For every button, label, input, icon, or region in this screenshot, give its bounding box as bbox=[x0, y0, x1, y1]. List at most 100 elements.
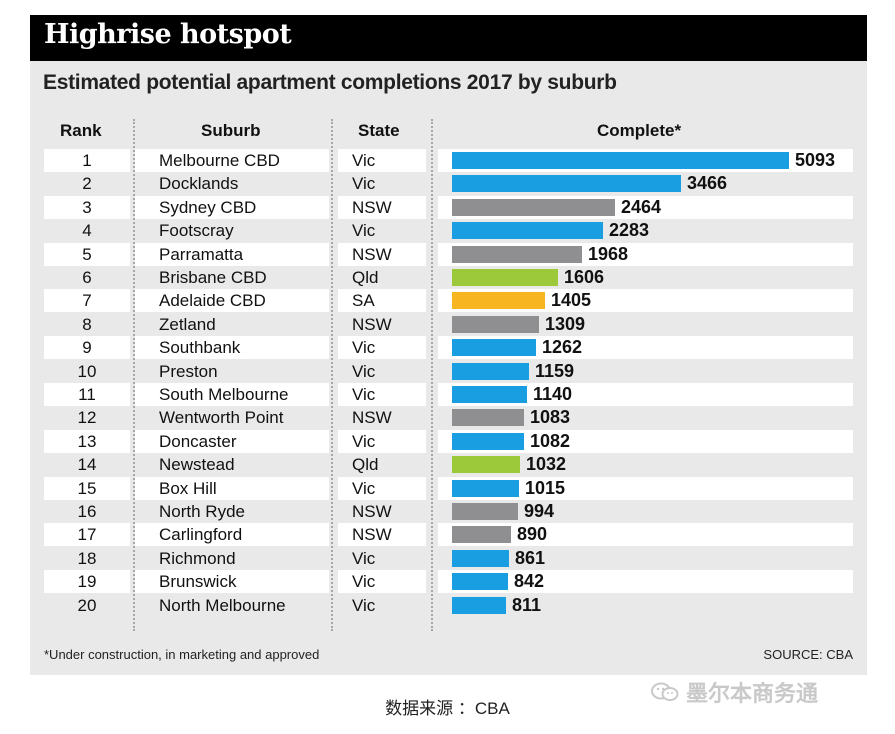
bar-mark bbox=[452, 339, 536, 357]
bar-cell: 3466 bbox=[438, 172, 853, 196]
rank-cell: 11 bbox=[44, 383, 130, 406]
bar-cell: 1405 bbox=[438, 289, 853, 313]
bar-value-label: 861 bbox=[515, 547, 546, 568]
state-cell: Vic bbox=[338, 172, 426, 196]
bar-value-label: 1015 bbox=[525, 477, 566, 498]
table-row: 18 Richmond Vic 861 bbox=[44, 546, 853, 570]
rank-cell: 3 bbox=[44, 195, 130, 219]
bar-mark bbox=[452, 269, 558, 286]
rank-cell: 5 bbox=[44, 242, 130, 266]
suburb-cell: Richmond bbox=[135, 546, 329, 570]
suburb-cell: Southbank bbox=[135, 336, 329, 360]
table-row: 12 Wentworth Point NSW 1083 bbox=[44, 406, 853, 430]
bar-mark bbox=[452, 432, 524, 450]
bar-cell: 1159 bbox=[438, 359, 853, 383]
table-row: 14 Newstead Qld 1032 bbox=[44, 453, 853, 477]
state-cell: NSW bbox=[338, 406, 426, 430]
bar-value-label: 5093 bbox=[795, 150, 836, 170]
bar-value-label: 1032 bbox=[526, 454, 567, 475]
table-row: 17 Carlingford NSW 890 bbox=[44, 523, 853, 547]
column-header-rank: Rank bbox=[60, 121, 102, 140]
rank-cell: 16 bbox=[44, 500, 130, 523]
bar-cell: 1032 bbox=[438, 453, 853, 477]
suburb-cell: Footscray bbox=[135, 219, 329, 243]
rank-cell: 1 bbox=[44, 149, 130, 172]
bar-cell: 890 bbox=[438, 523, 853, 547]
bar-mark bbox=[452, 479, 519, 497]
bar-value-label: 1083 bbox=[530, 407, 571, 428]
suburb-cell: Parramatta bbox=[135, 242, 329, 266]
bar-value-label: 3466 bbox=[687, 173, 728, 194]
table-row: 20 North Melbourne Vic 811 bbox=[44, 593, 853, 617]
rank-cell: 19 bbox=[44, 570, 130, 594]
state-cell: Qld bbox=[338, 266, 426, 289]
bar-cell: 2464 bbox=[438, 195, 853, 219]
bar-cell: 1082 bbox=[438, 429, 853, 453]
suburb-cell: Brunswick bbox=[135, 570, 329, 594]
state-cell: Vic bbox=[338, 219, 426, 243]
bar-value-label: 1082 bbox=[530, 430, 571, 451]
bar-value-label: 842 bbox=[514, 571, 545, 592]
bar-mark bbox=[452, 245, 582, 263]
suburb-cell: Carlingford bbox=[135, 523, 329, 547]
bar-cell: 2283 bbox=[438, 219, 853, 243]
bar-cell: 1309 bbox=[438, 312, 853, 336]
column-header-suburb: Suburb bbox=[201, 121, 261, 140]
bar-value-label: 1606 bbox=[564, 267, 605, 287]
state-cell: NSW bbox=[338, 195, 426, 219]
watermark: 墨尔本商务通 bbox=[650, 676, 818, 708]
bar-mark bbox=[452, 456, 520, 474]
footnote: *Under construction, in marketing and ap… bbox=[44, 647, 320, 662]
rank-cell: 17 bbox=[44, 523, 130, 547]
rank-cell: 18 bbox=[44, 546, 130, 570]
suburb-cell: Adelaide CBD bbox=[135, 289, 329, 313]
rank-cell: 13 bbox=[44, 429, 130, 453]
watermark-text: 墨尔本商务通 bbox=[686, 681, 819, 706]
suburb-cell: Sydney CBD bbox=[135, 195, 329, 219]
bar-value-label: 2283 bbox=[609, 220, 650, 241]
suburb-cell: Docklands bbox=[135, 172, 329, 196]
bar-value-label: 2464 bbox=[621, 196, 662, 217]
suburb-cell: North Melbourne bbox=[135, 593, 329, 617]
suburb-cell: Brisbane CBD bbox=[135, 266, 329, 289]
bar-mark bbox=[452, 292, 545, 310]
bar-mark bbox=[452, 409, 524, 427]
bar-mark bbox=[452, 596, 506, 614]
rank-cell: 6 bbox=[44, 266, 130, 289]
bar-mark bbox=[452, 573, 508, 591]
state-cell: SA bbox=[338, 289, 426, 313]
source-note: SOURCE: CBA bbox=[763, 647, 853, 662]
suburb-cell: Wentworth Point bbox=[135, 406, 329, 430]
table-row: 16 North Ryde NSW 994 bbox=[44, 500, 853, 523]
rank-cell: 8 bbox=[44, 312, 130, 336]
column-divider bbox=[431, 119, 433, 631]
table-row: 13 Doncaster Vic 1082 bbox=[44, 429, 853, 453]
bar-cell: 842 bbox=[438, 570, 853, 594]
state-cell: Vic bbox=[338, 383, 426, 406]
rank-cell: 15 bbox=[44, 476, 130, 500]
wechat-icon bbox=[651, 682, 679, 701]
bar-value-label: 1262 bbox=[542, 337, 583, 358]
state-cell: Vic bbox=[338, 149, 426, 172]
caption: 数据来源 ：CBA bbox=[385, 699, 510, 718]
table-row: 2 Docklands Vic 3466 bbox=[44, 172, 853, 196]
suburb-cell: Doncaster bbox=[135, 429, 329, 453]
suburb-cell: South Melbourne bbox=[135, 383, 329, 406]
column-divider bbox=[331, 119, 333, 631]
bar-mark bbox=[452, 175, 681, 193]
rank-cell: 2 bbox=[44, 172, 130, 196]
state-cell: Vic bbox=[338, 476, 426, 500]
title-bar: Highrise hotspot bbox=[30, 15, 867, 61]
table-row: 8 Zetland NSW 1309 bbox=[44, 312, 853, 336]
rank-cell: 4 bbox=[44, 219, 130, 243]
rank-cell: 10 bbox=[44, 359, 130, 383]
table-row: 6 Brisbane CBD Qld 1606 bbox=[44, 266, 853, 289]
state-cell: Vic bbox=[338, 546, 426, 570]
bar-cell: 1083 bbox=[438, 406, 853, 430]
suburb-cell: Box Hill bbox=[135, 476, 329, 500]
chart-panel: Highrise hotspot Estimated potential apa… bbox=[30, 15, 867, 675]
bar-cell: 1606 bbox=[438, 266, 853, 289]
bar-cell: 994 bbox=[438, 500, 853, 523]
rank-cell: 7 bbox=[44, 289, 130, 313]
chart-title: Highrise hotspot bbox=[44, 19, 292, 50]
